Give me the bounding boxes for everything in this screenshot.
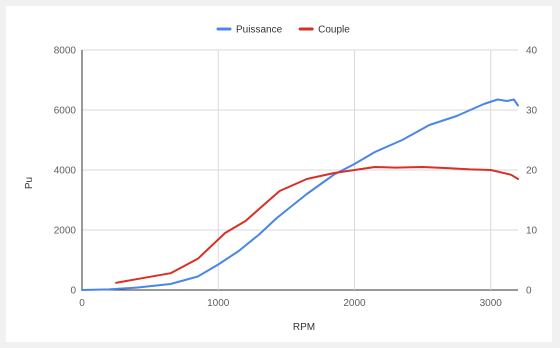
- y-tick-label: 4000: [54, 166, 77, 177]
- series-line-couple: [115, 166, 519, 284]
- y2-tick-label: 40: [526, 46, 538, 57]
- series-line-puissance: [81, 98, 519, 291]
- x-axis-title: RPM: [293, 322, 315, 333]
- legend-label: Couple: [318, 25, 350, 36]
- series-layer: [81, 98, 519, 291]
- y2-tick-label: 20: [526, 166, 538, 177]
- chart-card: Puissance Couple 0 2000 4000 6000 8000 0 10 20 30…: [6, 6, 552, 342]
- y-tick-label: 6000: [54, 106, 77, 117]
- line-chart: Puissance Couple 0 2000 4000 6000 8000 0 10 20 30…: [24, 25, 538, 334]
- y2-tick-label: 30: [526, 106, 538, 117]
- x-tick-label: 2000: [343, 298, 366, 309]
- chart-axes: 0 2000 4000 6000 8000 0 10 20 30 40 0 1000 2000 3000: [54, 46, 538, 310]
- x-tick-label: 0: [79, 298, 85, 309]
- chart-grid: [81, 49, 518, 291]
- y-axis-title: Pu: [24, 177, 35, 189]
- legend-item-puissance: Puissance: [216, 25, 283, 36]
- y-tick-label: 0: [70, 286, 76, 297]
- x-tick-label: 3000: [480, 298, 503, 309]
- y-tick-label: 8000: [54, 46, 77, 57]
- chart-legend: Puissance Couple: [216, 25, 350, 36]
- y2-tick-label: 0: [526, 286, 532, 297]
- legend-item-couple: Couple: [298, 25, 350, 36]
- y-tick-label: 2000: [54, 226, 77, 237]
- legend-label: Puissance: [236, 25, 283, 36]
- x-tick-label: 1000: [207, 298, 230, 309]
- y2-tick-label: 10: [526, 226, 538, 237]
